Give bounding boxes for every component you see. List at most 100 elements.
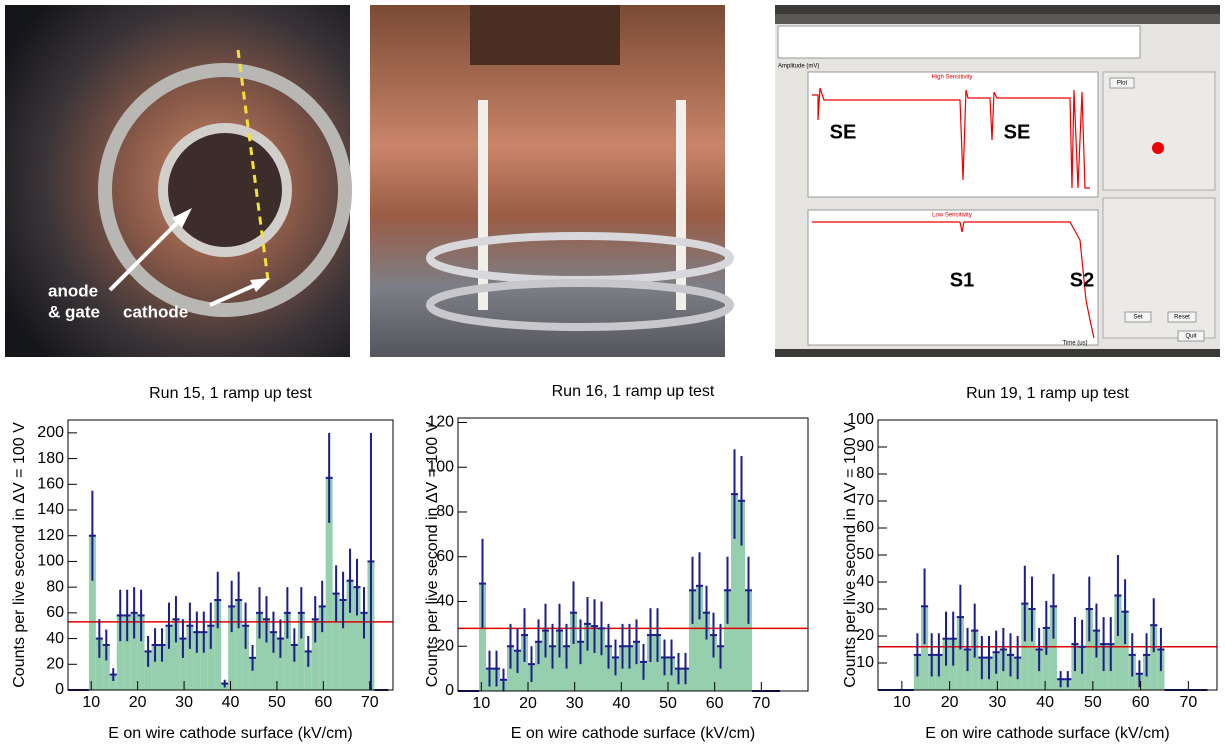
y-tick-label: 40 (46, 630, 64, 647)
bar (311, 619, 319, 690)
button[interactable] (1109, 77, 1135, 89)
x-tick-label: 40 (222, 694, 240, 711)
y-tick-label: 80 (436, 503, 454, 520)
y-tick-label: 100 (37, 553, 64, 570)
bar (144, 651, 152, 690)
bar (332, 593, 340, 690)
bar (724, 590, 731, 691)
panel-title: Low Sensitivity (932, 213, 972, 219)
bar (1028, 609, 1036, 690)
copper-column (470, 5, 620, 65)
x-tick-label: 20 (519, 695, 537, 712)
bar (1092, 630, 1101, 690)
button-label[interactable]: Plot (1117, 81, 1128, 87)
x-tick-label: 70 (1179, 694, 1197, 711)
bar (577, 641, 584, 691)
photo-label: & gate (48, 302, 100, 321)
bar (703, 612, 710, 691)
bar (696, 585, 703, 691)
x-axis-label: E on wire cathode surface (kV/cm) (925, 725, 1170, 742)
arrow-head (172, 208, 192, 228)
y-tick-label: 100 (847, 411, 874, 428)
bar (1150, 625, 1158, 690)
x-axis-label: E on wire cathode surface (kV/cm) (108, 725, 353, 742)
menu-bar (775, 5, 1220, 14)
button[interactable] (1177, 330, 1205, 342)
photo-label: anode (48, 281, 98, 300)
bar (346, 580, 354, 690)
bar (249, 657, 257, 690)
button-label[interactable]: Set (1133, 315, 1142, 321)
x-tick-label: 30 (988, 694, 1006, 711)
bar (598, 628, 605, 691)
y-tick-label: 20 (436, 637, 454, 654)
button[interactable] (1124, 311, 1152, 323)
bar (214, 600, 222, 690)
bar (731, 494, 738, 691)
bar (1114, 595, 1122, 690)
x-tick-label: 70 (752, 695, 770, 712)
bar (325, 477, 333, 690)
y-tick-label: 40 (856, 573, 874, 590)
bar (242, 625, 250, 690)
bar (263, 619, 270, 690)
bar (479, 583, 486, 691)
y-axis-label: Counts per live second in ΔV = 100 V (11, 422, 28, 688)
bar (256, 612, 263, 690)
chart-title: Run 19, 1 ramp up test (966, 385, 1129, 402)
ring (426, 279, 734, 331)
bar (710, 635, 717, 691)
button-label[interactable]: Reset (1174, 315, 1190, 321)
info-box (777, 25, 1141, 59)
chart: Run 19, 1 ramp up test E on wire cathode … (842, 385, 1218, 742)
bar (123, 615, 131, 690)
bar (109, 674, 117, 690)
bar (542, 630, 549, 691)
y-axis-label: Counts per live second in ΔV = 100 V (424, 421, 441, 687)
bar (283, 612, 291, 690)
bar (521, 635, 528, 691)
y-tick-label: 80 (856, 465, 874, 482)
pillar (478, 100, 488, 310)
bar (689, 590, 696, 691)
bar (193, 632, 201, 690)
y-tick-label: 0 (55, 681, 64, 698)
trace (812, 87, 1090, 189)
x-tick-label: 60 (1132, 694, 1150, 711)
bar (235, 600, 243, 690)
bar (971, 630, 979, 690)
bar (956, 617, 964, 690)
trace (812, 221, 1095, 339)
panel-title: High Sensitivity (931, 75, 972, 81)
flange-inner (158, 123, 292, 257)
side-panel (1102, 197, 1216, 339)
bar (556, 630, 563, 691)
y-tick-label: 10 (856, 654, 874, 671)
button-label[interactable]: Quit (1185, 334, 1196, 340)
y-tick-label: 0 (445, 682, 454, 699)
y-tick-label: 20 (856, 627, 874, 644)
bar (151, 645, 159, 690)
bar (920, 606, 929, 690)
bar (200, 632, 208, 690)
bar (228, 606, 236, 690)
bar (535, 641, 542, 691)
bar (353, 587, 361, 690)
y-tick-label: 100 (427, 458, 454, 475)
x-tick-label: 60 (314, 694, 332, 711)
bar (95, 638, 103, 690)
y-tick-label: 50 (856, 546, 874, 563)
button[interactable] (1167, 311, 1197, 323)
title-bar (775, 14, 1220, 24)
x-tick-label: 20 (941, 694, 959, 711)
bar (1042, 627, 1050, 690)
bar (570, 612, 577, 691)
x-tick-label: 70 (361, 694, 379, 711)
signal-label: SE (1004, 121, 1031, 143)
bar (633, 641, 640, 691)
y-tick-label: 20 (46, 656, 64, 673)
x-tick-label: 60 (706, 695, 724, 712)
pillar (676, 100, 686, 310)
y-tick-label: 90 (856, 438, 874, 455)
